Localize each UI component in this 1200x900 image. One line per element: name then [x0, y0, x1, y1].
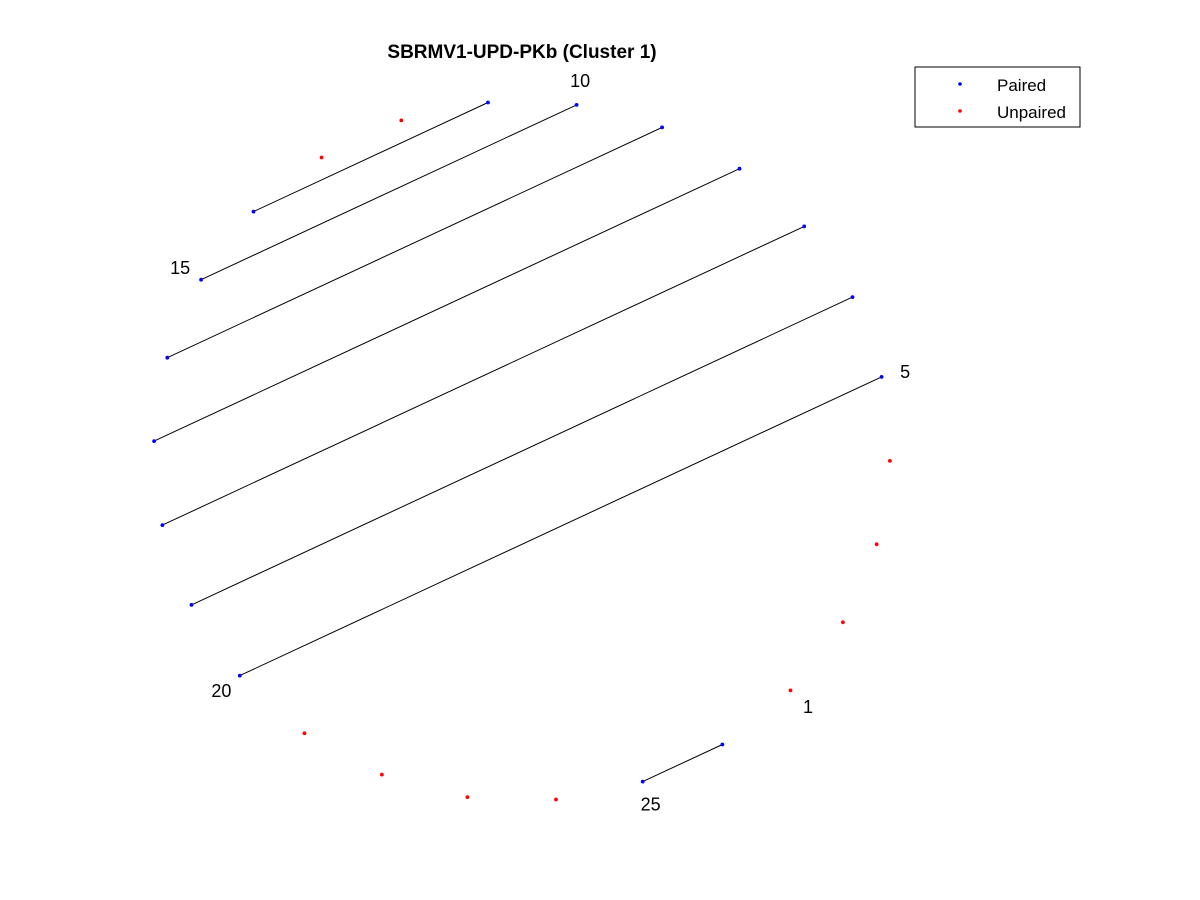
unpaired-node: [874, 542, 879, 547]
unpaired-node: [302, 731, 307, 736]
pair-lines: [153, 102, 882, 783]
paired-node: [199, 277, 204, 282]
node-label-1: 1: [803, 697, 813, 717]
node-label-25: 25: [641, 794, 661, 814]
paired-node: [802, 224, 807, 229]
legend-marker-paired: [958, 82, 962, 86]
legend-box: [914, 66, 1081, 128]
paired-node: [160, 523, 165, 527]
pair-line: [642, 744, 723, 783]
paired-node: [660, 125, 664, 130]
unpaired-node: [380, 772, 384, 777]
legend: Paired Unpaired: [914, 66, 1081, 128]
chart-title: SBRMV1-UPD-PKb (Cluster 1): [387, 42, 656, 63]
node-label-20: 20: [211, 681, 231, 701]
pair-line: [191, 296, 853, 606]
pair-line: [253, 102, 489, 213]
legend-marker-unpaired: [958, 109, 962, 113]
paired-node: [850, 295, 855, 299]
unpaired-node: [841, 620, 845, 625]
paired-node: [720, 742, 725, 747]
paired-node: [640, 779, 645, 784]
paired-node: [237, 673, 242, 678]
node-label-10: 10: [570, 71, 590, 91]
nodes: [152, 100, 892, 802]
paired-node: [486, 100, 490, 105]
unpaired-node: [465, 795, 470, 799]
pair-line: [153, 168, 740, 442]
unpaired-node: [888, 459, 892, 463]
unpaired-node: [788, 688, 793, 693]
paired-node: [251, 209, 256, 214]
legend-label-paired: Paired: [997, 76, 1046, 95]
pair-line: [239, 376, 882, 677]
unpaired-node: [319, 155, 324, 160]
legend-label-unpaired: Unpaired: [997, 103, 1066, 122]
node-label-15: 15: [170, 258, 190, 278]
paired-node: [879, 375, 884, 379]
pair-line: [200, 104, 577, 281]
paired-node: [189, 603, 194, 607]
paired-node: [165, 355, 170, 360]
paired-node: [152, 439, 157, 443]
pair-line: [162, 225, 805, 526]
unpaired-node: [554, 797, 558, 802]
paired-node: [737, 166, 742, 171]
paired-node: [574, 103, 579, 107]
pair-line: [167, 126, 663, 359]
unpaired-node: [399, 118, 404, 123]
node-label-5: 5: [900, 362, 910, 382]
